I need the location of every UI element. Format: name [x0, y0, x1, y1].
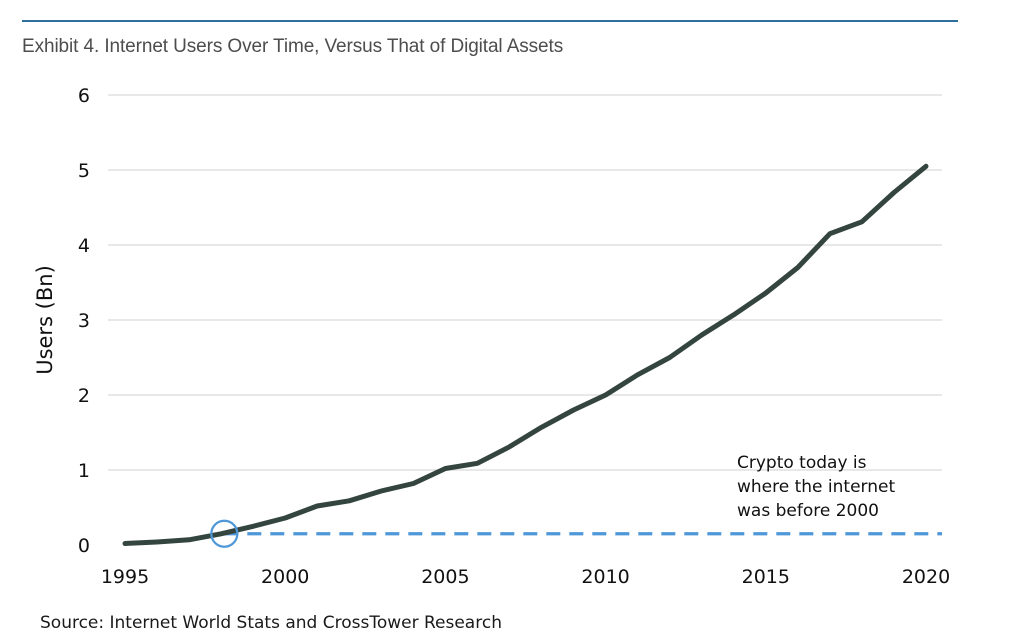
x-tick-label: 1995: [101, 566, 149, 588]
chart-title: Exhibit 4. Internet Users Over Time, Ver…: [22, 36, 564, 57]
x-tick-label: 2015: [742, 566, 790, 588]
y-axis-label: Users (Bn): [33, 265, 57, 375]
x-tick-label: 2000: [261, 566, 309, 588]
annotation-layer: Crypto today is where the internet was bef…: [737, 453, 895, 521]
x-axis-ticks: 1995 2000 2005 2010 2015 2020: [101, 566, 950, 588]
annotation-line: where the internet: [737, 477, 895, 497]
gridlines: [108, 94, 942, 471]
top-rule: [22, 20, 958, 22]
y-axis-ticks: 0 1 2 3 4 5 6: [78, 85, 90, 557]
highlight-circle-marker: [210, 519, 239, 548]
y-tick-label: 0: [78, 535, 90, 557]
y-tick-label: 3: [78, 310, 90, 332]
y-tick-label: 2: [78, 385, 90, 407]
y-tick-label: 1: [78, 460, 90, 482]
series-line: [122, 163, 929, 546]
series-layer: [122, 163, 929, 548]
annotation-line: Crypto today is: [737, 453, 867, 473]
source-note: Source: Internet World Stats and CrossTo…: [40, 613, 502, 633]
x-tick-label: 2005: [421, 566, 469, 588]
y-tick-label: 4: [78, 235, 90, 257]
y-tick-label: 5: [78, 160, 90, 182]
x-tick-label: 2020: [902, 566, 950, 588]
x-tick-label: 2010: [581, 566, 629, 588]
annotation-line: was before 2000: [737, 501, 879, 521]
y-tick-label: 6: [78, 85, 90, 107]
